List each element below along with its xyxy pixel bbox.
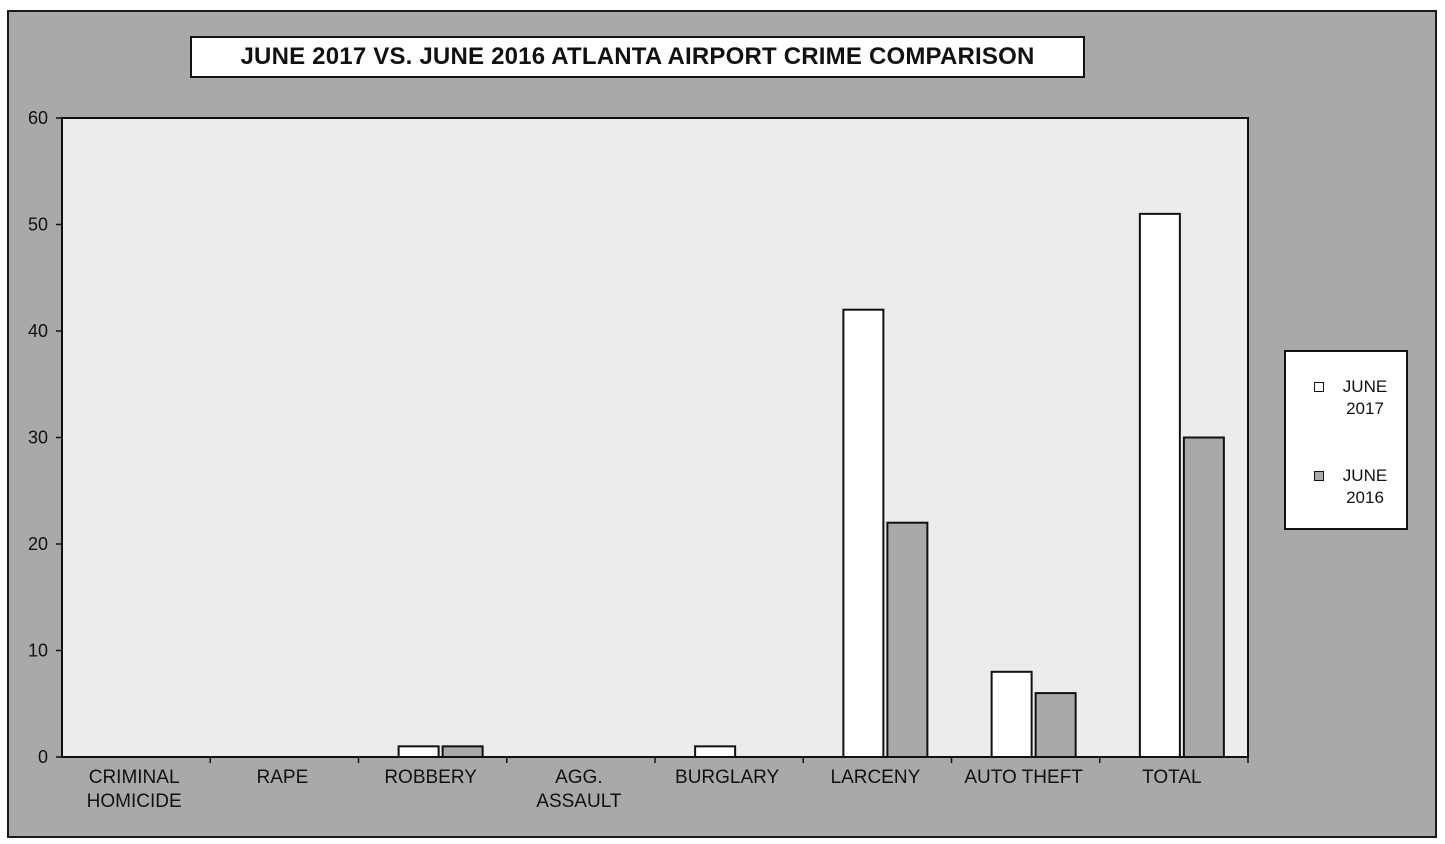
legend-label-june-2017: JUNE 2017	[1342, 377, 1388, 418]
x-tick-label: LARCENY	[831, 767, 921, 788]
y-tick-label: 30	[28, 428, 48, 448]
y-tick-label: 60	[28, 108, 48, 128]
x-tick-label-line: RAPE	[257, 767, 309, 788]
bar-june-2017	[397, 745, 440, 758]
x-tick-label: AUTO THEFT	[964, 767, 1083, 788]
bar-june-2017	[842, 308, 885, 758]
x-tick-label-line: ROBBERY	[384, 767, 477, 788]
x-tick-label: AGG. ASSAULT	[536, 767, 622, 812]
x-tick-label-line: HOMICIDE	[87, 791, 182, 812]
bar-june-2017	[694, 745, 737, 758]
legend-swatch-june-2016	[1314, 471, 1324, 481]
x-tick-label: TOTAL	[1142, 767, 1201, 788]
x-tick-label: BURGLARY	[675, 767, 780, 788]
x-tick-label-line: BURGLARY	[675, 767, 780, 788]
y-tick-label: 50	[28, 215, 48, 235]
y-tick-label: 0	[38, 747, 48, 767]
x-tick-label-line: TOTAL	[1142, 767, 1201, 788]
bar-june-2016	[886, 521, 929, 759]
y-tick-label: 40	[28, 321, 48, 341]
y-tick-label: 10	[28, 641, 48, 661]
legend-swatch-june-2017	[1314, 382, 1324, 392]
chart-title: JUNE 2017 VS. JUNE 2016 ATLANTA AIRPORT …	[190, 36, 1085, 78]
bar-june-2016	[1034, 692, 1077, 758]
legend: JUNE 2017 JUNE 2016	[1284, 350, 1408, 530]
bar-june-2017	[1138, 212, 1181, 759]
legend-item-june-2017: JUNE 2017	[1306, 376, 1402, 420]
x-tick-label: ROBBERY	[384, 767, 477, 788]
x-tick-label: RAPE	[257, 767, 309, 788]
x-tick-label-line: CRIMINAL	[89, 767, 180, 788]
y-tick-label: 20	[28, 534, 48, 554]
x-tick-label-line: AGG.	[555, 767, 603, 788]
bar-june-2016	[441, 745, 484, 758]
legend-item-june-2016: JUNE 2016	[1306, 465, 1402, 509]
bar-june-2016	[1182, 436, 1225, 758]
x-tick-label-line: ASSAULT	[536, 791, 622, 812]
x-tick-label: CRIMINAL HOMICIDE	[87, 767, 182, 812]
x-tick-label-line: LARCENY	[831, 767, 921, 788]
chart-title-text: JUNE 2017 VS. JUNE 2016 ATLANTA AIRPORT …	[240, 43, 1035, 70]
legend-label-june-2016: JUNE 2016	[1342, 466, 1388, 507]
x-tick-label-line: AUTO THEFT	[964, 767, 1083, 788]
plot-area	[61, 117, 1249, 758]
bar-june-2017	[990, 670, 1033, 758]
